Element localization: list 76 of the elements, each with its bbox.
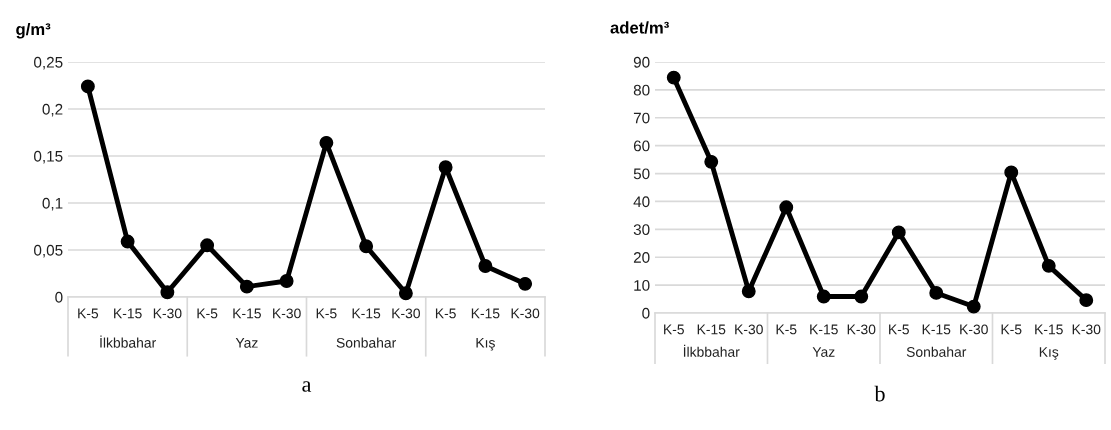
x-tick-label: K-30 [392, 308, 420, 319]
text: Kış [1039, 347, 1059, 360]
x-tick-label: K-30 [847, 324, 876, 335]
y-tick-label: 20 [633, 252, 650, 263]
x-tick-label: K-30 [273, 308, 301, 319]
x-tick-label: K-30 [511, 308, 540, 319]
y-tick-label: 0,05 [34, 244, 63, 258]
point [666, 70, 681, 85]
point [966, 299, 981, 314]
x-tick-label: K-15 [471, 308, 500, 319]
text: Sonbahar [336, 337, 397, 348]
point [741, 284, 756, 299]
text: Yaz [812, 347, 835, 357]
point [319, 135, 334, 150]
y-tick-label: 0,15 [34, 150, 63, 164]
x-tick-label: K-30 [153, 308, 182, 319]
text: İlkbbahar [683, 344, 740, 357]
x-tick-label: K-30 [1072, 324, 1101, 335]
x-tick-label: K-5 [664, 324, 684, 335]
text: Sonbahar [906, 346, 967, 357]
y-axis-title: g/m³ [16, 22, 51, 39]
text: Kış [476, 337, 495, 351]
point [891, 225, 906, 240]
point [518, 276, 533, 291]
point [1041, 258, 1056, 273]
x-tick-label: K-5 [776, 324, 797, 335]
y-tick-label: 60 [633, 140, 650, 152]
y-tick-label: 50 [633, 168, 650, 180]
point [80, 79, 95, 94]
x-tick-label: K-30 [735, 324, 763, 335]
x-tick-label: K-15 [1035, 324, 1063, 335]
x-tick-label: K-15 [114, 308, 142, 319]
x-tick-label: K-5 [78, 308, 99, 319]
x-tick-label: K-5 [435, 308, 456, 319]
point [1079, 293, 1094, 308]
point [779, 200, 794, 215]
y-tick-label: 0,25 [34, 56, 63, 70]
point [200, 238, 215, 253]
x-tick-label: K-15 [697, 324, 726, 335]
x-tick-label: K-15 [810, 324, 838, 335]
point [359, 239, 374, 254]
point [478, 259, 493, 273]
point [1004, 165, 1019, 180]
point [160, 285, 175, 300]
y-axis-title: adet/m³ [610, 21, 669, 34]
y-tick-label: 0,1 [42, 197, 63, 211]
point [438, 160, 453, 175]
point [120, 234, 135, 249]
x-tick-label: K-15 [352, 308, 381, 319]
y-tick-label: 30 [633, 224, 650, 236]
y-tick-label: 90 [633, 56, 650, 68]
x-tick-label: K-15 [922, 324, 951, 335]
x-tick-label: K-5 [889, 324, 909, 335]
x-tick-label: K-5 [316, 308, 337, 319]
point [816, 289, 831, 304]
x-tick-label: K-5 [197, 308, 218, 319]
y-tick-label: 0 [642, 307, 650, 319]
point [239, 279, 254, 294]
point [279, 274, 294, 288]
text: İlkbbahar [100, 335, 156, 348]
x-tick-label: K-5 [1001, 324, 1022, 335]
point [398, 286, 413, 301]
y-tick-label: 0 [55, 291, 63, 303]
text: Yaz [235, 338, 258, 348]
y-tick-label: 70 [633, 112, 650, 124]
x-tick-label: K-15 [233, 308, 261, 319]
y-tick-label: 10 [634, 279, 650, 291]
point [704, 154, 719, 169]
x-tick-label: K-30 [960, 324, 988, 335]
point [854, 289, 869, 304]
y-tick-label: 80 [633, 84, 650, 96]
text: a [302, 381, 312, 392]
point [929, 285, 944, 300]
y-tick-label: 40 [633, 196, 650, 208]
y-tick-label: 0,2 [42, 103, 63, 117]
text: b [874, 385, 885, 402]
